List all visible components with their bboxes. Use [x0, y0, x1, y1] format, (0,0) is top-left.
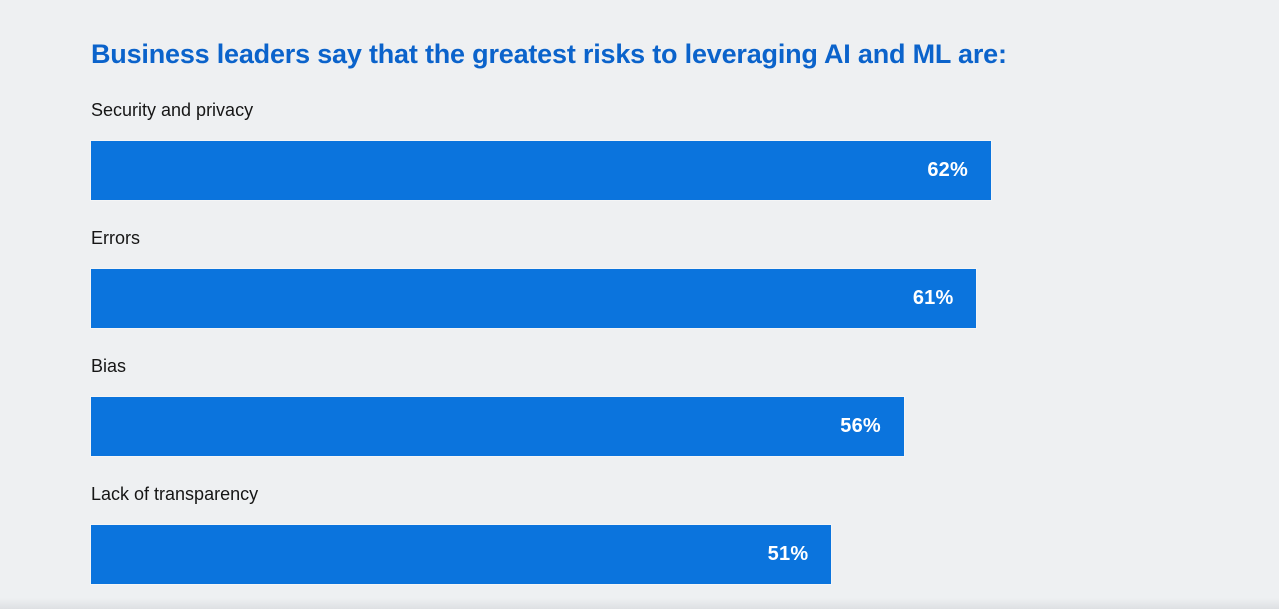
bar-value-label: 51% [767, 543, 809, 566]
bar-chart: Security and privacy 62% Errors 61% Bias… [91, 100, 991, 585]
bar-row-security-and-privacy: Security and privacy 62% [91, 100, 991, 201]
bar-category-label: Bias [91, 356, 127, 377]
bar-bias: 56% [91, 397, 904, 457]
bar-category-label: Lack of transparency [91, 484, 259, 505]
chart-panel: Business leaders say that the greatest r… [91, 39, 1007, 585]
bar-security-and-privacy: 62% [91, 141, 991, 201]
bar-row-bias: Bias 56% [91, 356, 991, 457]
bar-value-label: 62% [927, 159, 968, 182]
bar-category-label: Errors [91, 228, 140, 249]
bar-category-label: Security and privacy [91, 100, 254, 121]
bar-lack-of-transparency: 51% [91, 525, 832, 585]
chart-title: Business leaders say that the greatest r… [91, 39, 1007, 69]
bar-value-label: 61% [912, 287, 954, 310]
bar-row-lack-of-transparency: Lack of transparency 51% [91, 484, 991, 585]
bar-errors: 61% [91, 269, 977, 329]
bottom-edge-shadow [0, 598, 1279, 609]
bar-value-label: 56% [840, 415, 881, 438]
bar-row-errors: Errors 61% [91, 228, 991, 329]
